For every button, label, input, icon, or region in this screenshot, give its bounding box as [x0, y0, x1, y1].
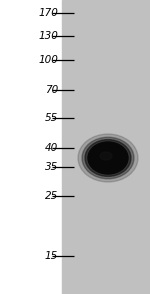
Ellipse shape [88, 142, 128, 174]
Text: 170: 170 [38, 8, 58, 18]
Text: 70: 70 [45, 85, 58, 95]
Text: 25: 25 [45, 191, 58, 201]
Text: 40: 40 [45, 143, 58, 153]
Ellipse shape [85, 140, 131, 176]
Text: 15: 15 [45, 251, 58, 261]
Bar [62, 0, 150, 294]
Text: 130: 130 [38, 31, 58, 41]
Text: 35: 35 [45, 162, 58, 172]
Ellipse shape [100, 152, 112, 160]
Text: 100: 100 [38, 55, 58, 65]
Ellipse shape [82, 137, 134, 179]
Ellipse shape [78, 134, 138, 182]
Bar [0, 0, 62, 294]
Text: 55: 55 [45, 113, 58, 123]
